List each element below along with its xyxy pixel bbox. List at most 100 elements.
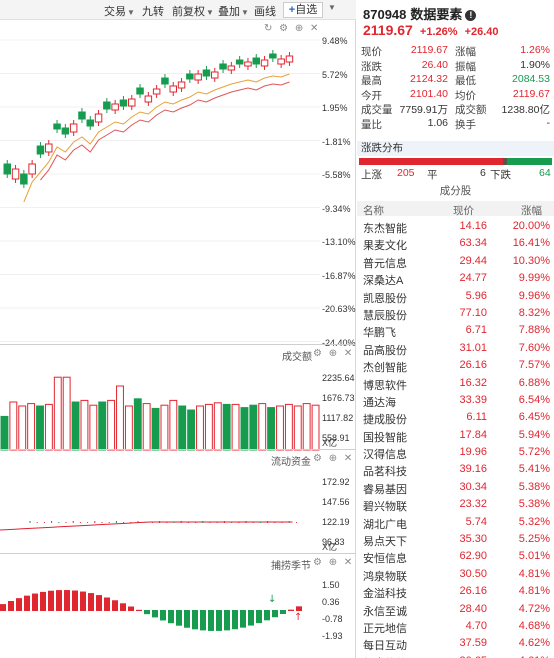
constituent-row[interactable]: 杰创智能 26.16 7.57% bbox=[357, 357, 554, 374]
constituent-row[interactable]: 每日互动 37.59 4.62% bbox=[357, 635, 554, 652]
constituent-row[interactable]: 鸿泉物联 30.50 4.81% bbox=[357, 566, 554, 583]
overlay-menu[interactable]: 叠加▼ bbox=[218, 3, 249, 19]
timing-bar bbox=[96, 595, 102, 611]
timing-bar bbox=[272, 610, 278, 618]
stock-name: 易点天下 bbox=[363, 536, 407, 549]
fund-flow-chart bbox=[0, 521, 297, 531]
quote-value: 1.06 bbox=[427, 116, 448, 129]
volume-bar bbox=[80, 399, 89, 451]
col-name-header[interactable]: 名称 bbox=[363, 205, 384, 217]
overlay-menu-label: 叠加 bbox=[218, 6, 240, 18]
draw-line-button[interactable]: 画线 bbox=[254, 6, 276, 18]
stock-change: 4.61% bbox=[519, 655, 550, 658]
constituent-row[interactable]: 金溢科技 26.16 4.81% bbox=[357, 583, 554, 600]
constituent-row[interactable]: 果麦文化 63.34 16.41% bbox=[357, 235, 554, 252]
constituents-header: 名称 现价 涨幅 bbox=[357, 201, 554, 217]
stock-change: 5.25% bbox=[518, 533, 550, 546]
quote-label: 涨跌 bbox=[361, 60, 382, 73]
candle-body bbox=[45, 143, 53, 153]
constituent-row[interactable]: 湖北广电 5.74 5.32% bbox=[357, 514, 554, 531]
timing-bar bbox=[64, 590, 70, 611]
timing-bar bbox=[256, 610, 262, 624]
constituent-row[interactable]: 品茗科技 39.16 5.41% bbox=[357, 461, 554, 478]
nine-turn-button[interactable]: 九转 bbox=[142, 6, 164, 18]
constituent-row[interactable]: 华鹏飞 6.71 7.88% bbox=[357, 322, 554, 339]
quote-label: 现价 bbox=[361, 46, 382, 58]
constituent-row[interactable]: 国投智能 17.84 5.94% bbox=[357, 427, 554, 444]
constituent-row[interactable]: 通达海 33.39 6.54% bbox=[357, 392, 554, 409]
add-watchlist-label: 自选 bbox=[295, 4, 318, 16]
volume-pane-icons[interactable]: ⚙ ⊕ ✕ bbox=[313, 348, 355, 359]
constituent-row[interactable]: 睿易基因 30.34 5.38% bbox=[357, 479, 554, 496]
stock-price: 28.40 bbox=[459, 602, 487, 615]
col-change-header[interactable]: 涨幅 bbox=[521, 205, 542, 217]
trade-menu[interactable]: 交易▼ bbox=[104, 3, 135, 19]
stock-price: 17.84 bbox=[459, 428, 487, 441]
constituent-row[interactable]: 普元信息 29.44 10.30% bbox=[357, 253, 554, 270]
axis-tick-label: -20.63% bbox=[322, 304, 356, 314]
quote-label: 今开 bbox=[361, 89, 382, 102]
volume-bar bbox=[178, 405, 187, 451]
stock-name: 通达海 bbox=[363, 396, 396, 409]
constituent-row[interactable]: 博思软件 16.32 6.88% bbox=[357, 375, 554, 392]
stock-change: 9.96% bbox=[518, 289, 550, 302]
candle-body bbox=[152, 88, 161, 95]
fund-flow-pane-icons[interactable]: ⚙ ⊕ ✕ bbox=[313, 453, 355, 464]
candle-body bbox=[53, 123, 61, 130]
timing-pane-icons[interactable]: ⚙ ⊕ ✕ bbox=[313, 557, 355, 568]
down-arrow-icon: ↓ bbox=[268, 594, 276, 605]
constituent-row[interactable]: 碧兴物联 23.32 5.38% bbox=[357, 496, 554, 513]
quote-value: 2084.53 bbox=[512, 73, 550, 85]
candle-body bbox=[244, 61, 252, 67]
stock-change: 4.62% bbox=[518, 637, 550, 650]
axis-tick-label: -5.58% bbox=[322, 170, 351, 180]
timing-bar bbox=[112, 600, 118, 611]
constituent-row[interactable]: 新点软件30.654.61% bbox=[357, 653, 554, 658]
stock-name: 捷成股份 bbox=[363, 414, 407, 427]
constituent-row[interactable]: 慧辰股份 77.10 8.32% bbox=[357, 305, 554, 322]
candle-body bbox=[136, 87, 144, 95]
col-price-header[interactable]: 现价 bbox=[453, 205, 474, 217]
distribution-down-fill bbox=[507, 158, 552, 165]
volume-bar bbox=[196, 405, 204, 451]
volume-bar bbox=[302, 403, 311, 451]
kline-pane-icons[interactable]: ↻ ⚙ ⊕ ✕ bbox=[264, 23, 321, 34]
quote-label: 换手 bbox=[455, 118, 476, 131]
candle-body bbox=[36, 145, 45, 155]
constituent-row[interactable]: 深桑达A 24.77 9.99% bbox=[357, 270, 554, 287]
candle-body bbox=[86, 119, 94, 127]
stock-change: 6.45% bbox=[518, 411, 550, 424]
stock-name: 凯恩股份 bbox=[363, 292, 407, 305]
constituent-row[interactable]: 捷成股份 6.11 6.45% bbox=[357, 409, 554, 426]
candle-body bbox=[177, 81, 186, 89]
pane-divider bbox=[0, 344, 356, 345]
timing-bar bbox=[264, 610, 270, 621]
axis-tick-label: 1.95% bbox=[322, 103, 348, 113]
change-value: +26.40 bbox=[464, 26, 499, 38]
stock-change: 6.88% bbox=[518, 376, 550, 389]
quote-row: 现价 2119.67 涨幅 1.26% bbox=[357, 43, 554, 58]
timing-bar bbox=[248, 610, 254, 626]
down-count: 64 bbox=[539, 167, 551, 179]
more-icon[interactable]: ▼ bbox=[328, 3, 336, 12]
constituent-row[interactable]: 品高股份 31.01 7.60% bbox=[357, 340, 554, 357]
stock-change: 20.00% bbox=[512, 220, 550, 232]
constituent-row[interactable]: 永信至诚 28.40 4.72% bbox=[357, 601, 554, 618]
info-icon[interactable]: ! bbox=[465, 10, 477, 21]
down-label: 下跌 bbox=[490, 169, 511, 181]
stock-change: 16.41% bbox=[512, 237, 550, 250]
stock-price: 30.50 bbox=[459, 567, 487, 580]
change-percent: +1.26% bbox=[419, 26, 458, 38]
flat-count: 6 bbox=[480, 167, 486, 179]
constituent-row[interactable]: 安恒信息 62.90 5.01% bbox=[357, 548, 554, 565]
constituent-row[interactable]: 东杰智能 14.16 20.00% bbox=[357, 218, 554, 235]
constituent-row[interactable]: 易点天下 35.30 5.25% bbox=[357, 531, 554, 548]
constituent-row[interactable]: 凯恩股份 5.96 9.96% bbox=[357, 288, 554, 305]
add-watchlist-button[interactable]: +自选 bbox=[283, 2, 323, 18]
constituent-row[interactable]: 汉得信息 19.96 5.72% bbox=[357, 444, 554, 461]
chevron-down-icon: ▼ bbox=[127, 8, 135, 17]
adjust-menu[interactable]: 前复权▼ bbox=[172, 3, 214, 19]
pane-divider bbox=[0, 553, 356, 554]
constituent-row[interactable]: 正元地信 4.70 4.68% bbox=[357, 618, 554, 635]
stock-name: 慧辰股份 bbox=[363, 309, 407, 322]
